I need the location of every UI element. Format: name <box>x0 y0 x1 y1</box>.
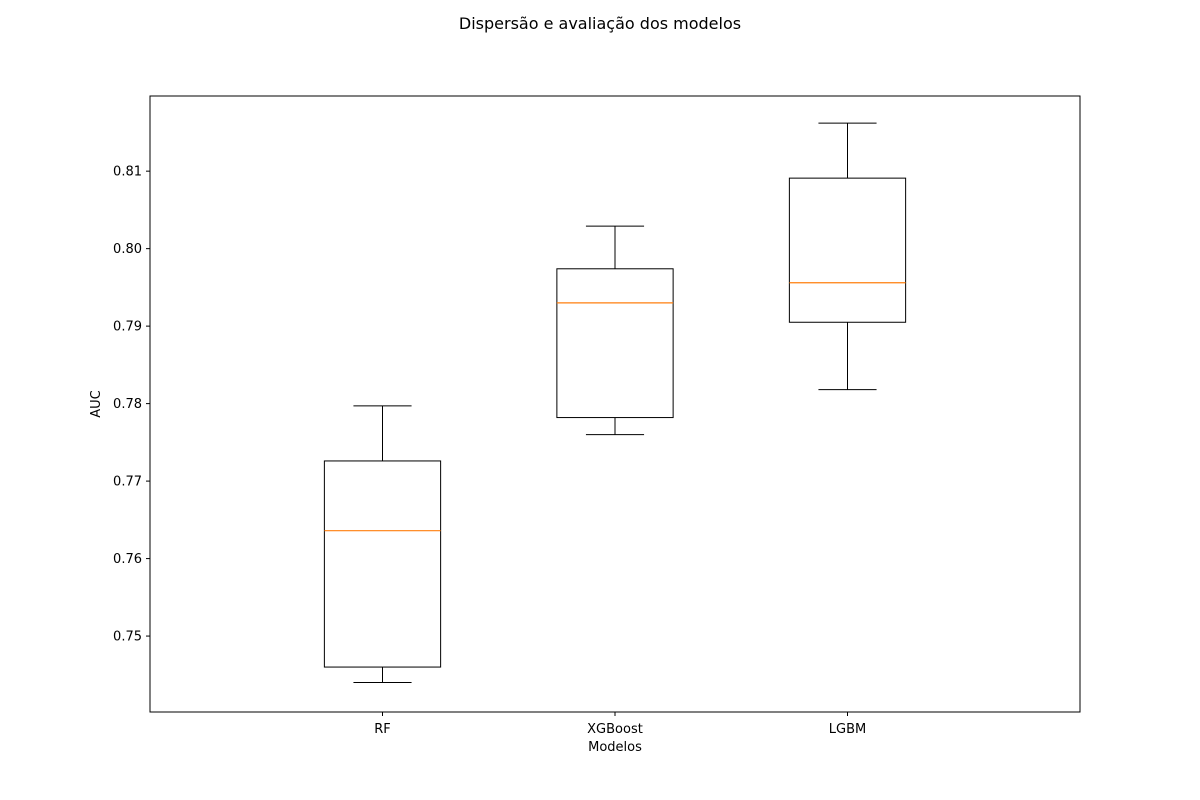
x-tick-label: LGBM <box>829 722 866 737</box>
box-xgboost <box>556 225 674 436</box>
y-axis-label: AUC <box>89 390 104 418</box>
x-tick-label: RF <box>374 722 391 737</box>
box-lgbm <box>788 122 907 391</box>
y-tick-label: 0.77 <box>113 475 142 490</box>
y-tick-label: 0.76 <box>113 552 142 567</box>
x-axis-label: Modelos <box>588 740 642 755</box>
y-tick-label: 0.81 <box>113 165 142 180</box>
box-series <box>323 122 907 684</box>
y-tick-label: 0.79 <box>113 320 142 335</box>
interquartile-box <box>556 268 674 419</box>
box-rf <box>323 405 442 684</box>
plot-area-frame <box>149 95 1081 713</box>
y-tick-label: 0.80 <box>113 242 142 257</box>
y-tick-label: 0.78 <box>113 397 142 412</box>
chart-title: Dispersão e avaliação dos modelos <box>459 14 741 33</box>
x-axis: RF XGBoost LGBM <box>374 712 866 737</box>
x-tick-label: XGBoost <box>587 722 643 737</box>
interquartile-box <box>323 460 442 668</box>
y-axis: 0.75 0.76 0.77 0.78 0.79 0.80 0.81 <box>113 165 150 645</box>
y-tick-label: 0.75 <box>113 630 142 645</box>
interquartile-box <box>788 177 907 323</box>
